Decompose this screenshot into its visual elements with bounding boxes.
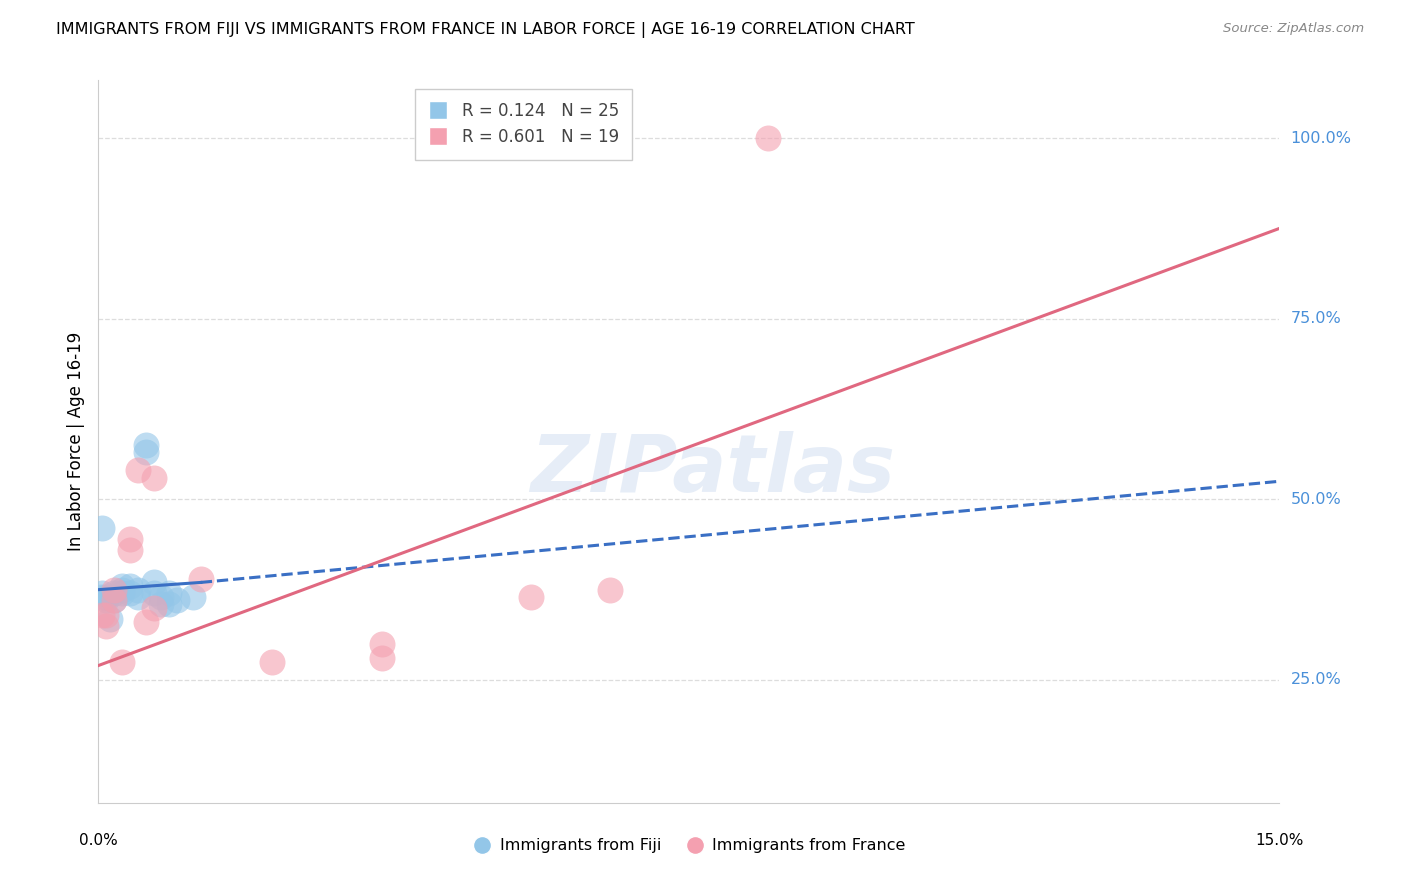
Point <box>103 593 125 607</box>
Point <box>91 586 114 600</box>
Point <box>103 593 125 607</box>
Point <box>135 445 157 459</box>
Legend: Immigrants from Fiji, Immigrants from France: Immigrants from Fiji, Immigrants from Fr… <box>465 832 912 860</box>
Point <box>157 597 180 611</box>
Point <box>142 586 165 600</box>
Point <box>90 590 112 604</box>
Point <box>371 637 394 651</box>
Point <box>142 470 165 484</box>
Point <box>157 586 180 600</box>
Text: ZIPatlas: ZIPatlas <box>530 432 896 509</box>
Point <box>118 579 141 593</box>
Text: 15.0%: 15.0% <box>1256 833 1303 848</box>
Point <box>111 582 134 597</box>
Text: 0.0%: 0.0% <box>79 833 118 848</box>
Point <box>135 615 157 630</box>
Point <box>118 542 141 557</box>
Point <box>96 593 118 607</box>
Point <box>150 590 173 604</box>
Point <box>111 586 134 600</box>
Point <box>111 655 134 669</box>
Point <box>96 619 118 633</box>
Point <box>260 655 283 669</box>
Point <box>103 586 125 600</box>
Point <box>91 607 114 622</box>
Point <box>599 582 621 597</box>
Point <box>371 651 394 665</box>
Point <box>96 607 118 622</box>
Point <box>142 575 165 590</box>
Point <box>127 582 149 597</box>
Point <box>98 611 121 625</box>
Point <box>127 590 149 604</box>
Point <box>118 586 141 600</box>
Point <box>135 438 157 452</box>
Point <box>190 572 212 586</box>
Point <box>181 590 204 604</box>
Point <box>142 600 165 615</box>
Point <box>91 521 114 535</box>
Point <box>127 463 149 477</box>
Point <box>520 590 543 604</box>
Point <box>96 590 118 604</box>
Point <box>118 532 141 546</box>
Point <box>150 597 173 611</box>
Text: 100.0%: 100.0% <box>1291 130 1351 145</box>
Text: 25.0%: 25.0% <box>1291 673 1341 688</box>
Point <box>103 582 125 597</box>
Text: 50.0%: 50.0% <box>1291 491 1341 507</box>
Point <box>166 593 188 607</box>
Text: IMMIGRANTS FROM FIJI VS IMMIGRANTS FROM FRANCE IN LABOR FORCE | AGE 16-19 CORREL: IMMIGRANTS FROM FIJI VS IMMIGRANTS FROM … <box>56 22 915 38</box>
Point <box>111 579 134 593</box>
Text: 75.0%: 75.0% <box>1291 311 1341 326</box>
Text: Source: ZipAtlas.com: Source: ZipAtlas.com <box>1223 22 1364 36</box>
Point <box>756 131 779 145</box>
Y-axis label: In Labor Force | Age 16-19: In Labor Force | Age 16-19 <box>66 332 84 551</box>
